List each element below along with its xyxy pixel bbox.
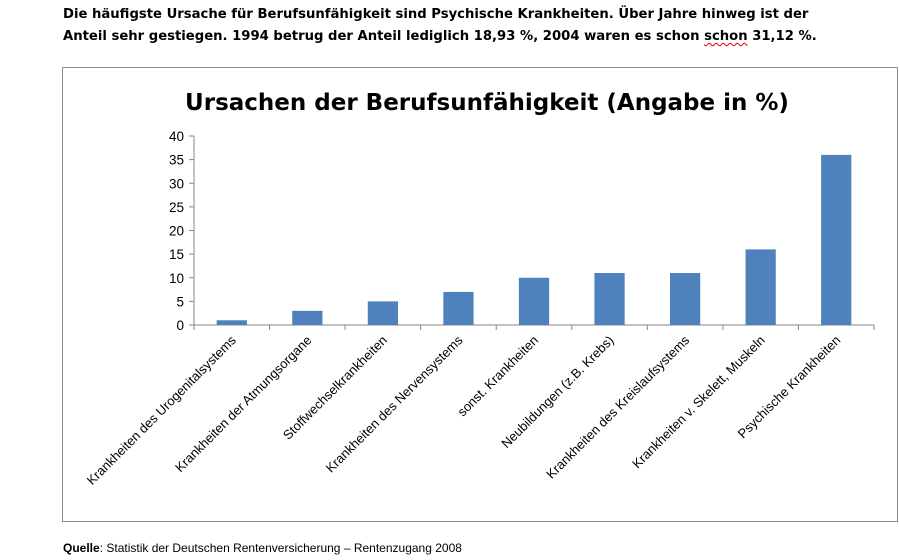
y-tick-label: 25 <box>169 200 184 215</box>
y-tick-label: 35 <box>169 153 184 168</box>
chart-frame: Ursachen der Berufsunfähigkeit (Angabe i… <box>62 67 898 522</box>
intro-line-2-start: Anteil sehr gestiegen. 1994 betrug der A… <box>63 29 705 44</box>
chart-title: Ursachen der Berufsunfähigkeit (Angabe i… <box>185 90 789 116</box>
bar <box>518 277 550 325</box>
x-tick-labels: Krankheiten des UrogenitalsystemsKrankhe… <box>84 332 844 488</box>
bars <box>216 154 852 325</box>
y-tick-label: 10 <box>169 271 184 286</box>
intro-line-1: Die häufigste Ursache für Berufsunfähigk… <box>63 7 809 22</box>
x-tick-label: sonst. Krankheiten <box>454 333 541 420</box>
bar-chart: Ursachen der Berufsunfähigkeit (Angabe i… <box>84 90 875 488</box>
y-tick-label: 0 <box>176 318 184 333</box>
bar <box>443 291 474 325</box>
x-axis <box>193 324 875 330</box>
intro-line-2-end: 31,12 %. <box>747 29 817 44</box>
intro-text: Die häufigste Ursache für Berufsunfähigk… <box>63 4 883 48</box>
source-text: : Statistik der Deutschen Rentenversiche… <box>99 541 462 555</box>
intro-line-2: Anteil sehr gestiegen. 1994 betrug der A… <box>63 29 817 44</box>
bar <box>292 310 323 325</box>
bar <box>594 273 625 325</box>
y-tick-label: 40 <box>169 129 184 144</box>
spellcheck-flagged-word: schon <box>704 29 748 44</box>
y-tick-label: 5 <box>176 294 184 309</box>
x-tick-label: Krankheiten des Kreislaufsystems <box>543 332 692 481</box>
x-tick-label: Krankheiten des Urogenitalsystems <box>84 332 240 488</box>
bar <box>670 273 701 325</box>
bar <box>216 320 247 325</box>
source-note: Quelle: Statistik der Deutschen Rentenve… <box>63 541 462 555</box>
source-label: Quelle <box>63 541 100 555</box>
y-tick-label: 30 <box>169 176 184 191</box>
x-tick-label: Krankheiten des Nervensystems <box>323 332 466 475</box>
x-tick-label: Krankheiten der Atmungsorgane <box>172 333 314 475</box>
bar <box>821 154 852 325</box>
y-axis: 0 5 10 15 20 25 30 35 40 <box>169 129 195 333</box>
y-tick-label: 15 <box>169 247 184 262</box>
bar <box>745 249 776 325</box>
bar <box>367 301 398 325</box>
x-tick-label: Krankheiten v. Skelett, Muskeln <box>629 333 768 472</box>
y-tick-label: 20 <box>169 224 184 239</box>
